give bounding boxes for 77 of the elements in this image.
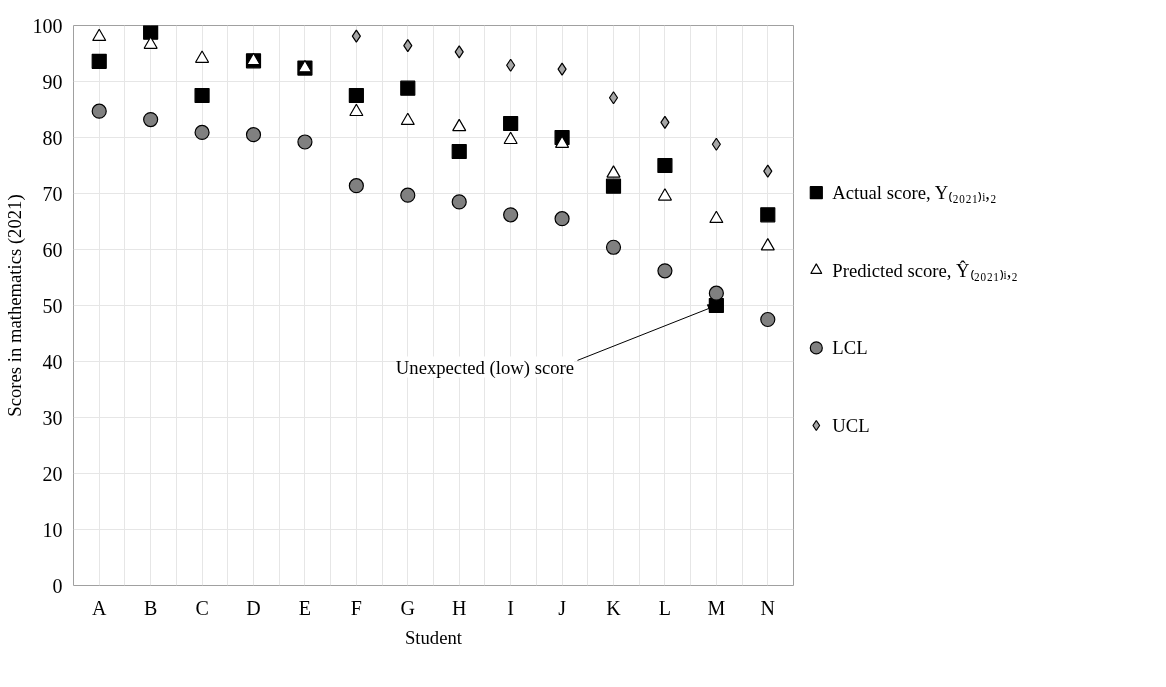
point <box>245 127 262 143</box>
point <box>660 115 670 129</box>
point <box>91 53 107 69</box>
point <box>657 157 673 174</box>
x-tick-label: K <box>606 596 622 619</box>
point <box>711 137 721 151</box>
y-tick-label: 100 <box>32 14 63 37</box>
y-tick-label: 80 <box>42 126 63 149</box>
legend-label: Predicted score, Ŷ₍₂₀₂₁₎ᵢ,₂ <box>832 259 1018 281</box>
point <box>452 118 467 132</box>
point <box>143 36 158 49</box>
x-tick-label: M <box>707 596 726 619</box>
x-tick-label: H <box>451 596 467 619</box>
point <box>194 124 210 141</box>
point <box>143 111 159 128</box>
x-axis-title: Student <box>405 626 463 648</box>
point <box>760 238 775 251</box>
x-tick-label: C <box>195 596 209 619</box>
annotation: Unexpected (low) score <box>395 356 575 379</box>
y-tick-label: 90 <box>42 70 63 93</box>
point <box>760 311 776 328</box>
x-tick-label: L <box>658 596 672 619</box>
point <box>503 115 519 132</box>
point <box>657 263 673 279</box>
point <box>503 131 518 145</box>
point <box>554 211 570 227</box>
x-tick-label: N <box>760 596 776 619</box>
y-tick-label: 10 <box>42 518 63 541</box>
y-tick-label: 40 <box>42 350 63 373</box>
point <box>454 45 464 59</box>
point <box>451 194 467 210</box>
point <box>143 25 159 40</box>
y-axis-title: Scores in mathematics (2021) <box>3 194 26 417</box>
y-tick-label: 60 <box>42 238 63 261</box>
x-tick-label: I <box>507 596 514 619</box>
point <box>763 164 773 178</box>
point <box>194 87 210 104</box>
point <box>557 62 567 76</box>
x-tick-label: F <box>350 596 362 619</box>
point <box>506 58 516 72</box>
x-tick-label: J <box>558 596 567 619</box>
point <box>348 178 364 194</box>
point <box>605 178 622 194</box>
point <box>605 239 622 255</box>
point <box>606 165 621 178</box>
x-tick-label: D <box>246 596 261 619</box>
x-tick-label: E <box>298 596 312 619</box>
point <box>400 112 415 126</box>
point <box>608 91 619 105</box>
point <box>403 39 413 53</box>
legend-label: UCL <box>832 414 870 436</box>
y-tick-label: 20 <box>42 462 63 485</box>
point <box>194 50 210 63</box>
point <box>351 29 361 43</box>
y-tick-label: 70 <box>42 182 63 205</box>
point <box>400 80 416 96</box>
point <box>92 28 107 42</box>
point <box>708 285 724 301</box>
x-tick-label: B <box>143 596 158 619</box>
point <box>91 103 107 119</box>
x-tick-label: G <box>400 596 416 619</box>
point <box>297 134 313 150</box>
point <box>760 207 776 223</box>
y-tick-label: 50 <box>42 294 63 317</box>
y-tick-label: 0 <box>52 574 63 597</box>
legend-label: LCL <box>832 337 868 359</box>
point <box>349 103 364 117</box>
x-tick-label: A <box>91 596 107 619</box>
point <box>451 143 467 160</box>
point <box>348 87 364 104</box>
point <box>554 135 570 149</box>
point <box>400 187 416 203</box>
point <box>657 188 673 201</box>
legend-label: Actual score, Y₍₂₀₂₁₎ᵢ,₂ <box>832 182 997 204</box>
y-tick-label: 30 <box>42 406 63 429</box>
point <box>709 210 724 224</box>
point <box>503 207 519 223</box>
